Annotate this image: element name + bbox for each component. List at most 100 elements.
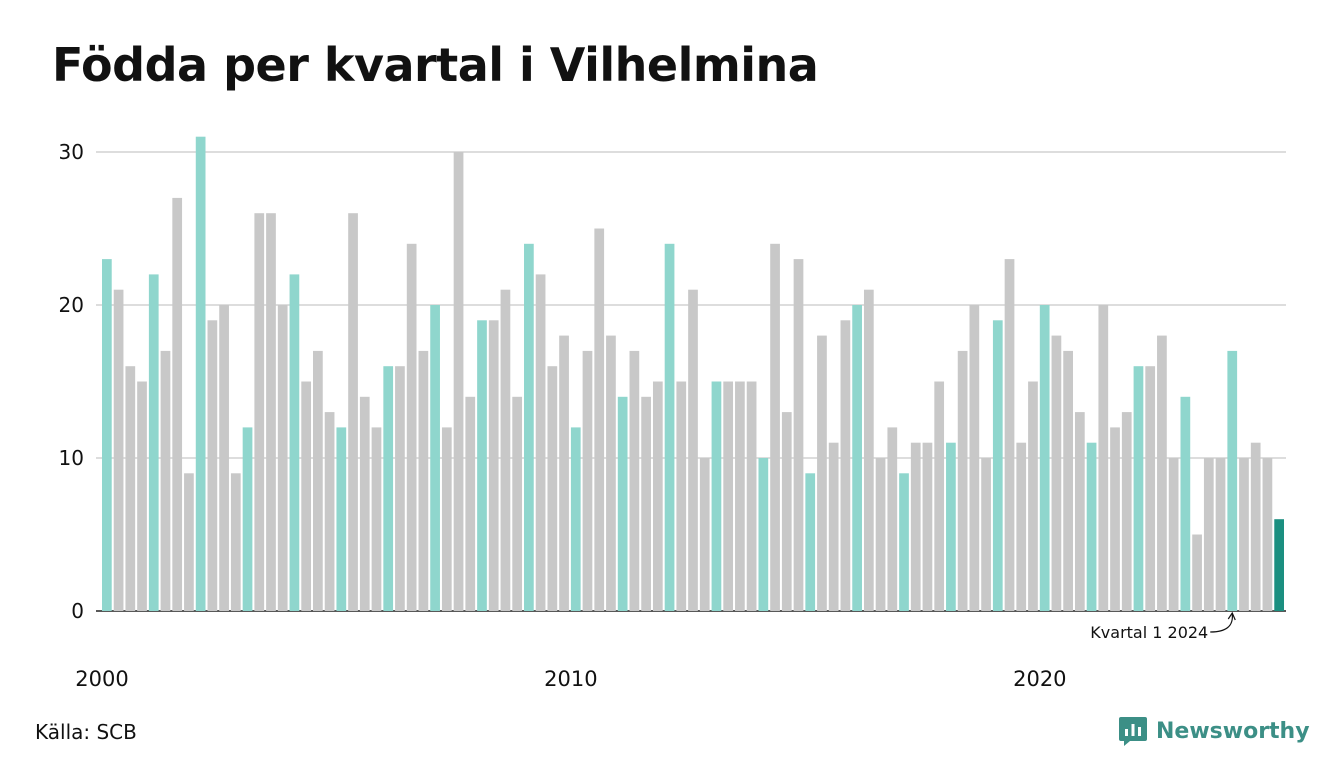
x-tick-label: 2000 xyxy=(75,667,128,691)
bar xyxy=(1157,335,1167,611)
bar xyxy=(758,458,769,611)
bar xyxy=(547,366,558,611)
bar xyxy=(102,259,112,611)
bar xyxy=(992,320,1003,611)
annotation-label: Kvartal 1 2024 xyxy=(1090,623,1208,642)
bar xyxy=(125,366,136,611)
bar xyxy=(875,458,886,611)
bar xyxy=(230,473,241,611)
bar xyxy=(559,335,569,611)
bar xyxy=(1016,442,1027,611)
bar xyxy=(699,458,710,611)
bar xyxy=(723,381,734,611)
bar xyxy=(219,305,229,611)
bar xyxy=(840,320,851,611)
bar xyxy=(735,381,745,611)
bar xyxy=(1121,412,1132,611)
bar xyxy=(242,427,253,611)
bar xyxy=(606,335,616,611)
bar xyxy=(160,350,171,611)
bar xyxy=(746,381,757,611)
y-tick-label: 20 xyxy=(59,293,84,317)
bar xyxy=(1203,458,1214,611)
bar xyxy=(828,442,839,611)
bar xyxy=(852,305,862,611)
bars xyxy=(102,136,1284,612)
bar xyxy=(418,350,429,611)
y-tick-label: 0 xyxy=(71,599,84,623)
bar xyxy=(922,442,933,611)
source-label: Källa: SCB xyxy=(35,720,137,744)
bar xyxy=(395,366,405,611)
annotation-arrowhead xyxy=(1227,611,1236,621)
x-tick-label: 2010 xyxy=(544,667,597,691)
y-tick-label: 10 xyxy=(59,446,84,470)
bar xyxy=(641,396,651,611)
chart-title: Födda per kvartal i Vilhelmina xyxy=(52,38,819,92)
bar xyxy=(570,427,581,611)
brand-name: Newsworthy xyxy=(1156,718,1310,744)
bar xyxy=(770,243,780,612)
bar xyxy=(1239,458,1249,611)
bar xyxy=(324,412,335,611)
bar xyxy=(148,274,159,611)
bar xyxy=(430,305,440,611)
bar xyxy=(277,305,288,611)
bar xyxy=(1098,305,1109,611)
bar xyxy=(371,427,382,611)
bar xyxy=(1180,396,1191,611)
bar xyxy=(1004,259,1015,611)
bar xyxy=(1133,366,1144,611)
bar xyxy=(1250,442,1261,611)
y-tick-label: 30 xyxy=(59,140,84,164)
bar xyxy=(1051,335,1062,611)
bar xyxy=(676,381,687,611)
bar xyxy=(582,350,593,611)
bar xyxy=(184,473,194,611)
y-axis-ticks: 0 10 20 30 xyxy=(59,140,84,623)
bar xyxy=(1145,366,1156,611)
bar xyxy=(805,473,816,611)
bar xyxy=(1215,458,1226,611)
bar xyxy=(664,243,675,612)
bar xyxy=(781,412,792,611)
bar xyxy=(535,274,546,611)
bar xyxy=(1110,427,1120,611)
bar xyxy=(629,350,640,611)
bar xyxy=(383,366,394,611)
x-axis-ticks: 2000 2010 2020 xyxy=(75,667,1066,691)
bar xyxy=(172,197,183,611)
bar xyxy=(488,320,499,611)
bar xyxy=(910,442,921,611)
bar xyxy=(899,473,909,611)
bar xyxy=(617,396,628,611)
bar xyxy=(406,243,417,612)
bar xyxy=(1028,381,1038,611)
bar xyxy=(453,152,464,611)
bar xyxy=(465,396,476,611)
bar xyxy=(1086,442,1097,611)
bar xyxy=(1262,458,1273,611)
bar xyxy=(500,289,511,611)
bar xyxy=(652,381,663,611)
bar xyxy=(1039,305,1050,611)
bar xyxy=(863,289,874,611)
x-tick-label: 2020 xyxy=(1013,667,1066,691)
bar xyxy=(301,381,312,611)
bar xyxy=(137,381,147,611)
bar xyxy=(524,243,534,612)
bar xyxy=(793,259,804,611)
bar xyxy=(266,213,276,611)
bar xyxy=(336,427,347,611)
bar xyxy=(981,458,991,611)
bar xyxy=(477,320,487,611)
bar xyxy=(969,305,980,611)
bar xyxy=(313,350,323,611)
brand[interactable]: Newsworthy xyxy=(1118,715,1310,747)
bar xyxy=(359,396,370,611)
bar xyxy=(957,350,968,611)
bar xyxy=(113,289,124,611)
bar xyxy=(946,442,956,611)
bar xyxy=(934,381,945,611)
